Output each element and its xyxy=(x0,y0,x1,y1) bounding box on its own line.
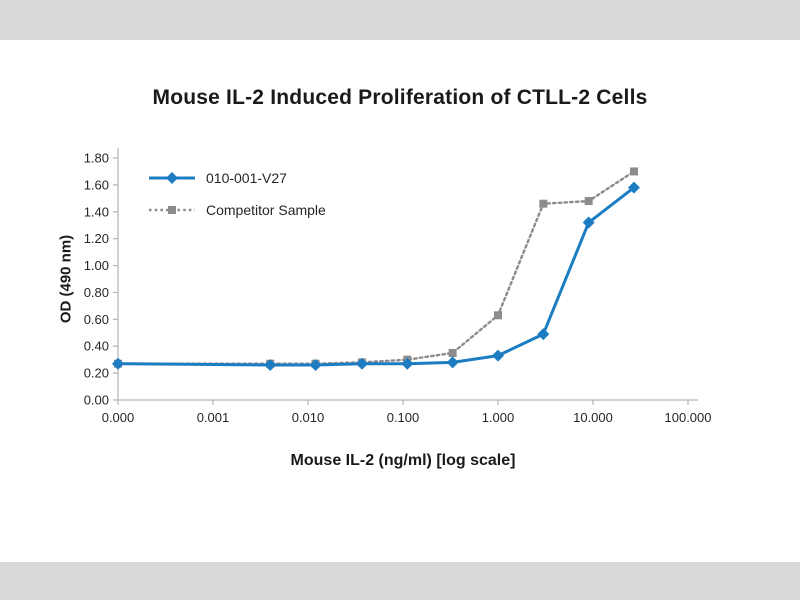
legend-item-competitor: Competitor Sample xyxy=(148,198,326,222)
legend-item-primary: 010-001-V27 xyxy=(148,166,326,190)
data-point-marker xyxy=(168,206,176,214)
y-axis-title: OD (490 nm) xyxy=(57,234,75,324)
legend-label-competitor: Competitor Sample xyxy=(206,202,326,218)
legend-swatch-1 xyxy=(149,206,195,214)
legend-label-primary: 010-001-V27 xyxy=(206,170,287,186)
data-point-marker xyxy=(355,357,368,370)
data-point-marker xyxy=(537,328,550,341)
x-tick-label: 0.010 xyxy=(292,410,325,425)
data-point-marker xyxy=(629,167,638,176)
y-tick-label: 1.20 xyxy=(84,231,109,246)
data-point-marker xyxy=(494,311,502,320)
data-point-marker xyxy=(166,172,178,184)
series-line xyxy=(116,170,636,365)
y-tick-label: 1.00 xyxy=(84,258,109,273)
y-tick-label: 1.60 xyxy=(84,177,109,192)
x-tick-label: 0.100 xyxy=(387,410,420,425)
top-gray-band xyxy=(0,0,800,40)
series-line xyxy=(116,186,636,367)
y-tick-label: 0.20 xyxy=(84,366,109,381)
data-point-marker xyxy=(264,359,277,372)
y-tick-label: 0.00 xyxy=(84,393,109,408)
data-point-marker xyxy=(401,357,414,370)
y-tick-label: 0.80 xyxy=(84,285,109,300)
x-tick-label: 0.001 xyxy=(197,410,230,425)
x-tick-label: 0.000 xyxy=(102,410,135,425)
x-tick-label: 10.000 xyxy=(573,410,613,425)
data-point-marker xyxy=(539,199,548,208)
data-point-marker xyxy=(584,197,593,206)
y-tick-label: 0.60 xyxy=(84,312,109,327)
data-point-marker xyxy=(627,181,640,194)
y-tick-label: 0.40 xyxy=(84,339,109,354)
data-point-marker xyxy=(448,348,457,357)
data-point-marker xyxy=(112,357,124,370)
bottom-gray-band xyxy=(0,562,800,600)
data-point-marker xyxy=(582,216,595,229)
data-point-marker xyxy=(446,356,459,369)
y-tick-label: 1.40 xyxy=(84,204,109,219)
x-axis-title: Mouse IL-2 (ng/ml) [log scale] xyxy=(290,452,516,469)
x-tick-label: 100.000 xyxy=(665,410,712,425)
data-point-marker xyxy=(492,349,504,362)
chart-legend: 010-001-V27 Competitor Sample xyxy=(148,166,326,230)
legend-swatch-0 xyxy=(149,172,195,184)
x-tick-label: 1.000 xyxy=(482,410,515,425)
y-tick-label: 1.80 xyxy=(84,151,109,166)
data-point-marker xyxy=(309,359,322,372)
chart-title: Mouse IL-2 Induced Proliferation of CTLL… xyxy=(152,86,648,109)
